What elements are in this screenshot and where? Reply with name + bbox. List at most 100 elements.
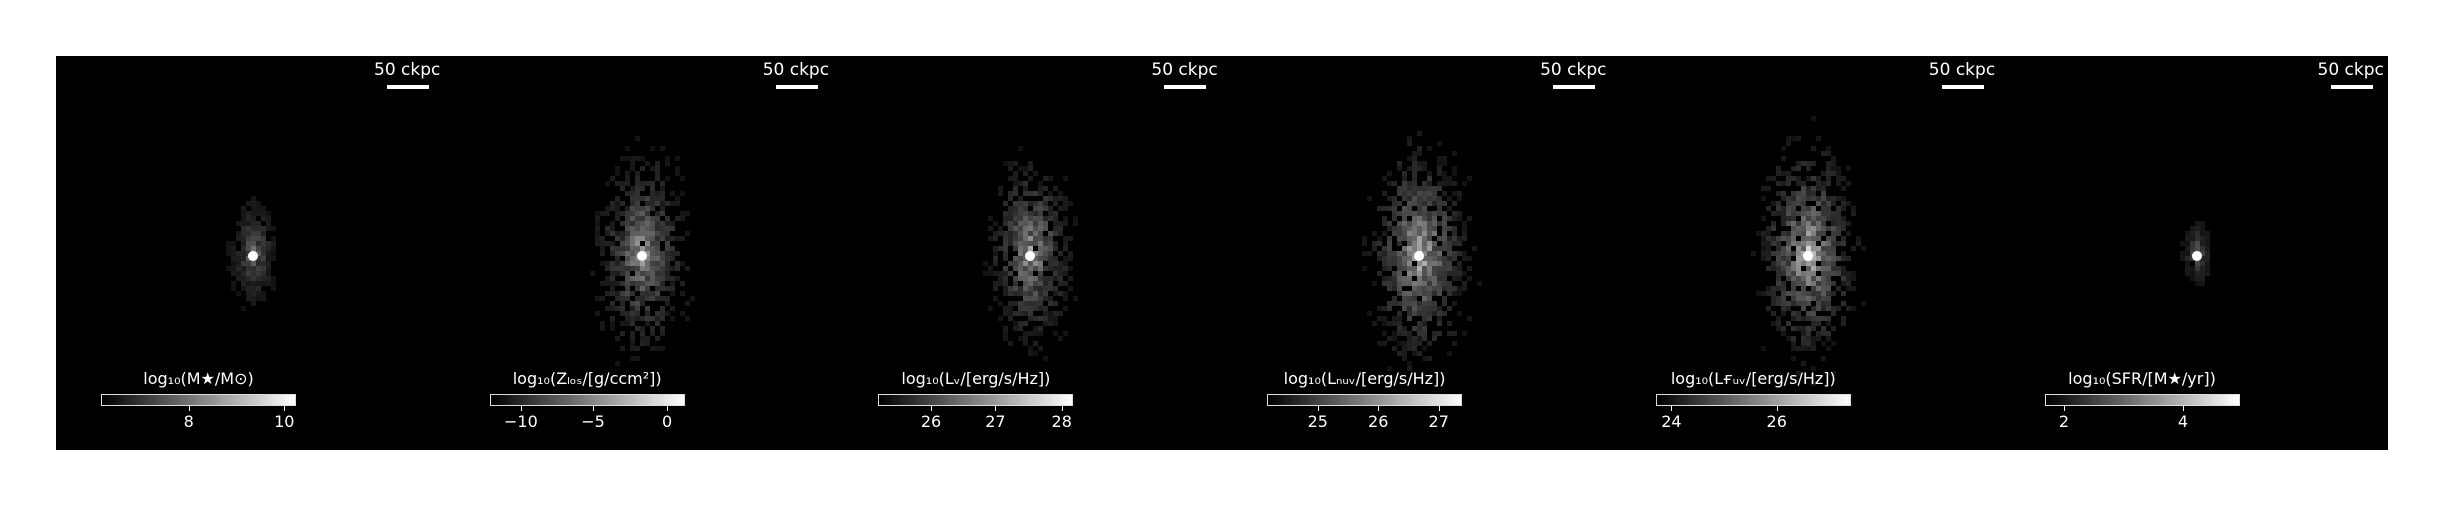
galaxy-pixel bbox=[679, 261, 685, 266]
galaxy-pixel bbox=[1775, 236, 1781, 241]
galaxy-pixel bbox=[251, 211, 256, 216]
galaxy-pixel bbox=[619, 241, 625, 246]
galaxy-pixel bbox=[1013, 181, 1019, 186]
galaxy-pixel bbox=[1028, 166, 1034, 171]
galaxy-pixel bbox=[1457, 276, 1463, 281]
galaxy-pixel bbox=[1835, 181, 1841, 186]
galaxy-pixel bbox=[1422, 221, 1428, 226]
colorbar-tick-label: 27 bbox=[1428, 412, 1449, 431]
galaxy-pixel bbox=[1023, 206, 1029, 211]
galaxy-pixel bbox=[649, 281, 655, 286]
galaxy-pixel bbox=[256, 206, 261, 211]
galaxy-pixel bbox=[1815, 186, 1821, 191]
galaxy-pixel bbox=[1377, 271, 1383, 276]
galaxy-pixel bbox=[1805, 346, 1811, 351]
galaxy-pixel bbox=[1775, 326, 1781, 331]
galaxy-pixel bbox=[1023, 171, 1029, 176]
galaxy-pixel bbox=[2199, 231, 2205, 236]
galaxy-pixel bbox=[1013, 301, 1019, 306]
galaxy-pixel bbox=[1038, 221, 1044, 226]
galaxy-pixel bbox=[1387, 251, 1393, 256]
galaxy-pixel bbox=[1800, 286, 1806, 291]
galaxy-pixel bbox=[1835, 241, 1841, 246]
galaxy-pixel bbox=[1437, 271, 1443, 276]
galaxy-pixel bbox=[256, 286, 261, 291]
colorbar-tick bbox=[2182, 406, 2184, 411]
galaxy-pixel bbox=[1775, 206, 1781, 211]
galaxy-pixel bbox=[1013, 231, 1019, 236]
galaxy-pixel bbox=[1003, 281, 1009, 286]
galaxy-pixel bbox=[1417, 186, 1423, 191]
galaxy-pixel bbox=[669, 236, 675, 241]
galaxy-pixel bbox=[1775, 276, 1781, 281]
galaxy-pixel bbox=[1038, 201, 1044, 206]
galaxy-pixel bbox=[674, 276, 680, 281]
galaxy-pixel bbox=[1053, 316, 1059, 321]
galaxy-pixel bbox=[1437, 261, 1443, 266]
galaxy-pixel bbox=[1447, 286, 1453, 291]
galaxy-pixel bbox=[1795, 221, 1801, 226]
galaxy-pixel bbox=[644, 271, 650, 276]
galaxy-pixel bbox=[1835, 211, 1841, 216]
galaxy-pixel bbox=[1795, 311, 1801, 316]
galaxy-pixel bbox=[1850, 286, 1856, 291]
galaxy-pixel bbox=[624, 156, 630, 161]
galaxy-pixel bbox=[1392, 321, 1398, 326]
galaxy-pixel bbox=[251, 271, 256, 276]
galaxy-pixel bbox=[1033, 281, 1039, 286]
galaxy-pixel bbox=[1382, 341, 1388, 346]
galaxy-pixel bbox=[251, 286, 256, 291]
galaxy-pixel bbox=[1785, 246, 1791, 251]
galaxy-pixel bbox=[1028, 231, 1034, 236]
galaxy-pixel bbox=[1860, 301, 1866, 306]
galaxy-pixel bbox=[1790, 261, 1796, 266]
galaxy-pixel bbox=[231, 261, 236, 266]
galaxy-pixel bbox=[1043, 266, 1049, 271]
galaxy-pixel bbox=[619, 261, 625, 266]
galaxy-pixel bbox=[226, 246, 231, 251]
galaxy-pixel bbox=[1043, 281, 1049, 286]
galaxy-pixel bbox=[1392, 251, 1398, 256]
galaxy-pixel bbox=[1830, 241, 1836, 246]
galaxy-pixel bbox=[1810, 346, 1816, 351]
galaxy-pixel bbox=[1397, 211, 1403, 216]
galaxy-pixel bbox=[251, 296, 256, 301]
galaxy-pixel bbox=[1437, 281, 1443, 286]
galaxy-pixel bbox=[644, 261, 650, 266]
galaxy-pixel bbox=[674, 216, 680, 221]
galaxy-pixel bbox=[1835, 176, 1841, 181]
galaxy-pixel bbox=[1412, 296, 1418, 301]
galaxy-pixel bbox=[2184, 236, 2190, 241]
galaxy-pixel bbox=[1825, 241, 1831, 246]
galaxy-pixel bbox=[629, 246, 635, 251]
galaxy-pixel bbox=[1780, 271, 1786, 276]
galaxy-pixel bbox=[649, 251, 655, 256]
galaxy-pixel bbox=[604, 291, 610, 296]
galaxy-pixel bbox=[634, 156, 640, 161]
galaxy-pixel bbox=[644, 251, 650, 256]
galaxy-pixel bbox=[1397, 331, 1403, 336]
colorbar-tick bbox=[1061, 406, 1063, 411]
galaxy-pixel bbox=[1023, 331, 1029, 336]
galaxy-pixel bbox=[1392, 216, 1398, 221]
galaxy-pixel bbox=[629, 291, 635, 296]
galaxy-pixel bbox=[684, 211, 690, 216]
galaxy-pixel bbox=[659, 256, 665, 261]
galaxy-pixel bbox=[1402, 296, 1408, 301]
galaxy-pixel bbox=[1780, 296, 1786, 301]
galaxy-pixel bbox=[261, 266, 266, 271]
galaxy-pixel bbox=[256, 241, 261, 246]
galaxy-pixel bbox=[644, 341, 650, 346]
galaxy-pixel bbox=[659, 206, 665, 211]
galaxy-pixel bbox=[2199, 241, 2205, 246]
galaxy-pixel bbox=[1392, 296, 1398, 301]
colorbar-tick bbox=[593, 406, 595, 411]
galaxy-pixel bbox=[1447, 226, 1453, 231]
galaxy-pixel bbox=[1855, 236, 1861, 241]
galaxy-pixel bbox=[2199, 261, 2205, 266]
galaxy-pixel bbox=[1018, 286, 1024, 291]
galaxy-pixel bbox=[1013, 256, 1019, 261]
galaxy-pixel bbox=[624, 266, 630, 271]
galaxy-pixel bbox=[993, 261, 999, 266]
galaxy-pixel bbox=[629, 196, 635, 201]
